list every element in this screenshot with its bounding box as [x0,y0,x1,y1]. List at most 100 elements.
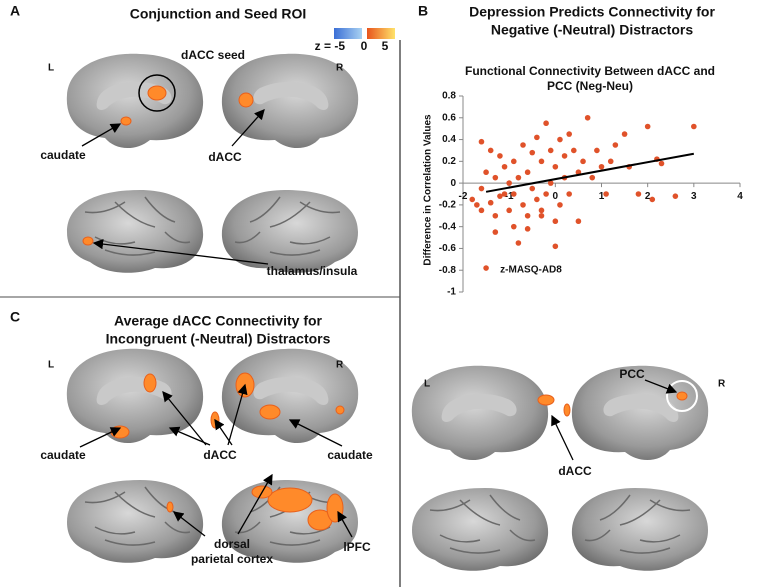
sulcus [164,521,191,534]
hemisphere-label: R [336,63,344,74]
panel-letter: A [10,3,20,19]
point [492,174,499,181]
brain-lateral [412,488,549,571]
brain-surface [66,348,204,444]
point [515,240,522,246]
sulcus [94,236,136,245]
seed-circle [138,74,176,112]
arrow [79,427,122,448]
sulcus [94,526,136,535]
brain-medial [221,53,359,149]
sulcus [619,547,671,554]
sulcus [619,499,661,526]
point [580,158,586,165]
sulcus [144,196,176,223]
colorbar-label: z = -5 [315,39,346,53]
x-tick-label: 1 [599,191,605,202]
panel-letter: C [10,309,20,325]
brain-surface [221,190,358,273]
brain-surface [221,53,359,149]
sulcus [104,249,156,256]
arrow [227,383,248,446]
sulcus [584,529,611,542]
sulcus [449,547,501,554]
panel-title: Average dACC Connectivity for [114,313,323,329]
hemisphere-label: L [424,379,430,390]
trend-line [485,152,695,193]
point [474,202,480,208]
point [510,191,517,197]
point [524,226,531,232]
corpus-callosum [603,393,679,422]
point [607,158,614,165]
point [594,147,600,154]
x-tick-label: 3 [691,191,697,202]
arrow [162,390,207,446]
pcc-circle [666,380,698,412]
colorbar-label: 5 [382,39,389,53]
point [603,191,609,197]
sulcus [104,539,156,546]
arrow [644,379,678,394]
activation-blob [267,487,313,513]
y-tick-label: -0.6 [439,243,457,254]
sulcus [489,494,521,521]
point [658,160,665,167]
y-tick-label: 0.2 [442,156,456,167]
sulcus [269,539,321,546]
point [552,243,559,250]
colorbar-positive [367,28,395,39]
corpus-callosum [441,393,517,422]
point [538,207,545,214]
point [510,158,517,165]
point [635,191,642,197]
arrow [551,414,574,461]
sulcus [269,249,321,256]
point [501,163,508,170]
point [672,193,679,199]
sulcus [289,236,331,245]
point [566,191,572,197]
corpus-callosum [253,81,329,110]
y-tick-label: 0.6 [442,112,456,123]
sulcus [299,201,341,214]
point [506,180,512,186]
point [557,202,563,208]
brain-medial [66,348,204,444]
hemisphere-label: R [336,360,344,371]
point [487,147,494,154]
point [524,212,531,219]
y-tick-label: -0.8 [439,265,457,276]
sulcus [84,491,126,504]
activation-blob [238,92,254,108]
sulcus [509,529,536,542]
brain-lateral [571,488,708,571]
sulcus [144,486,176,513]
activation-blob [143,373,157,393]
sulcus [84,201,126,214]
panel-title: Incongruent (-Neutral) Distractors [106,331,331,347]
point [501,191,508,197]
brain-surface [221,480,358,563]
sulcus [459,499,501,526]
brain-images [66,53,709,571]
point [483,169,489,176]
brain-surface [67,480,204,563]
x-tick-label: -1 [505,191,514,202]
y-tick-label: 0.8 [442,91,456,102]
brain-lateral [221,190,358,273]
point [520,202,526,208]
point [547,180,554,186]
panel-title: Conjunction and Seed ROI [130,6,307,22]
activation-blob [335,405,345,415]
activation-blob [120,116,132,126]
arrow [237,473,273,535]
sulcus [164,231,191,244]
panel-title: Depression Predicts Connectivity for [469,4,715,20]
brain-surface [66,53,204,149]
panel-title: Negative (-Neutral) Distractors [491,22,693,38]
brain-surface [221,348,359,444]
arrow [214,418,233,446]
point [529,149,536,156]
arrow [92,238,269,265]
